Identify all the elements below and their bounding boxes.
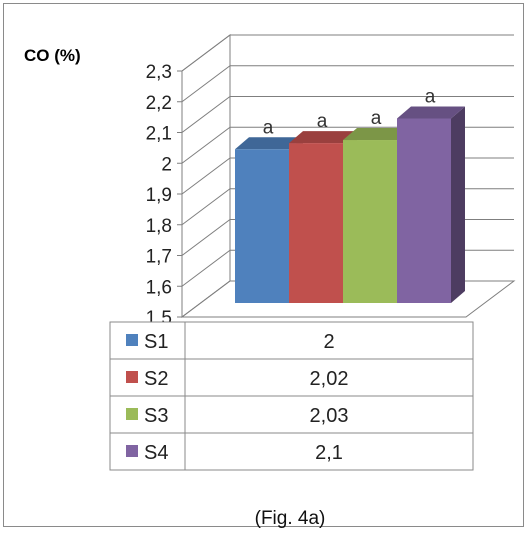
table-row: S3 2,03 [126,405,348,427]
bar-front [289,143,343,303]
bars [235,106,465,303]
significance-letter: a [317,111,328,132]
table-row: S4 2,1 [126,442,343,464]
bar-side [451,106,465,303]
legend-label: S2 [144,368,168,390]
y-tick-label: 1,9 [146,185,172,206]
y-tick-label: 2,1 [146,124,172,145]
y-tick-label: 2,3 [146,62,172,83]
significance-letter: a [263,117,274,138]
table-value: 2,1 [315,442,343,464]
significance-letter: a [371,108,382,129]
legend-swatch [126,408,138,420]
bar-top [343,128,411,141]
gridline [181,65,514,103]
legend-label: S1 [144,331,168,353]
legend-label: S3 [144,405,168,427]
bar-s3 [343,128,411,303]
y-axis-title: CO (%) [24,46,81,65]
significance-letter: a [425,87,436,108]
y-tick-label: 2,2 [146,93,172,114]
data-table: S1 2 S2 2,02 S3 2,03 S4 2,1 [109,321,474,471]
y-tick-label: 1,7 [146,247,172,268]
bar-front [235,149,289,303]
bar-top [235,137,303,150]
table-row: S2 2,02 [126,368,348,390]
legend-swatch [126,445,138,457]
bar-top [397,106,465,119]
y-axis-ticks: 1,51,61,71,81,922,12,22,3 [146,62,172,329]
bar-s4 [397,106,465,303]
figure-caption: (Fig. 4a) [255,508,326,529]
y-tick-label: 1,8 [146,216,172,237]
legend-swatch [126,371,138,383]
table-value: 2 [323,331,334,353]
legend-swatch [126,334,138,346]
gridline [181,96,514,133]
bar-front [397,118,451,303]
table-value: 2,03 [310,405,349,427]
table-value: 2,02 [310,368,349,390]
significance-letters: a a a a [263,87,436,139]
bar-front [343,140,397,303]
table-row: S1 2 [126,331,335,353]
gridline [181,34,514,72]
y-tick-label: 2 [161,154,172,175]
bar-top [289,131,357,144]
legend-label: S4 [144,442,168,464]
y-tick-label: 1,6 [146,277,172,298]
